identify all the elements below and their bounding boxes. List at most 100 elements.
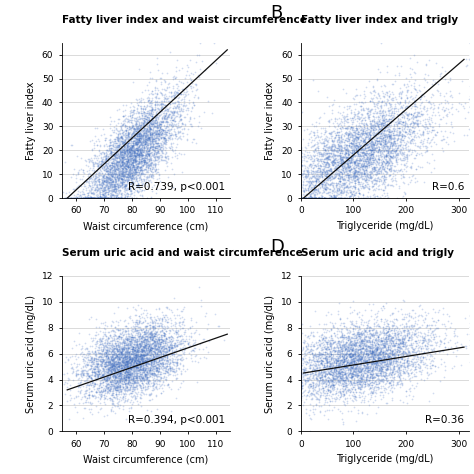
Point	[390, 363, 398, 370]
Point	[393, 357, 401, 365]
Point	[400, 173, 408, 181]
Point	[372, 109, 380, 117]
Point	[137, 304, 145, 312]
Point	[111, 154, 118, 161]
Point	[163, 322, 171, 330]
Point	[359, 129, 367, 137]
Point	[95, 370, 103, 377]
Point	[106, 184, 114, 191]
Point	[143, 335, 151, 343]
Point	[364, 328, 371, 336]
Point	[147, 128, 155, 136]
Point	[402, 388, 410, 395]
Point	[344, 190, 352, 197]
Point	[331, 364, 338, 372]
Point	[118, 148, 126, 156]
Point	[323, 154, 331, 162]
Point	[414, 58, 421, 66]
Point	[350, 392, 358, 400]
Point	[167, 338, 175, 346]
Point	[110, 181, 118, 189]
Point	[146, 351, 154, 358]
Point	[379, 144, 387, 151]
Point	[137, 337, 145, 345]
Point	[353, 134, 360, 141]
Point	[387, 128, 394, 136]
Point	[327, 340, 334, 347]
Point	[385, 332, 392, 339]
Point	[139, 359, 146, 367]
Point	[58, 370, 65, 377]
Point	[369, 138, 376, 146]
Point	[323, 127, 330, 135]
Point	[373, 94, 381, 102]
Point	[301, 184, 309, 192]
Point	[130, 356, 137, 364]
Point	[337, 369, 345, 376]
Point	[110, 163, 118, 170]
Point	[341, 163, 349, 171]
Point	[159, 351, 167, 359]
Point	[145, 338, 153, 346]
Point	[108, 169, 116, 176]
Point	[149, 342, 156, 350]
Point	[143, 126, 150, 134]
Point	[409, 173, 416, 180]
Point	[450, 329, 458, 337]
Point	[167, 112, 175, 120]
Point	[362, 350, 369, 357]
Point	[297, 378, 305, 385]
Point	[92, 355, 100, 363]
Point	[398, 123, 406, 131]
Point	[374, 146, 382, 154]
Point	[111, 367, 119, 375]
Point	[369, 156, 377, 164]
Point	[86, 349, 93, 357]
Point	[124, 139, 132, 146]
Point	[106, 189, 113, 196]
Point	[296, 388, 303, 395]
Point	[113, 360, 121, 367]
Point	[128, 151, 136, 159]
Point	[152, 337, 159, 345]
Point	[149, 326, 156, 334]
Text: Fatty liver index and trigly: Fatty liver index and trigly	[301, 15, 458, 25]
Point	[322, 365, 330, 372]
Point	[109, 160, 117, 167]
Point	[371, 356, 379, 364]
Point	[341, 364, 348, 371]
Point	[396, 354, 403, 361]
Point	[298, 182, 305, 190]
Point	[134, 344, 141, 352]
Point	[375, 146, 383, 153]
Point	[173, 358, 181, 366]
Point	[297, 359, 305, 367]
Point	[113, 143, 121, 151]
Point	[432, 119, 439, 127]
Point	[392, 167, 399, 174]
Point	[140, 156, 148, 164]
Point	[413, 118, 420, 125]
Point	[391, 153, 399, 160]
Point	[368, 144, 375, 152]
Point	[304, 389, 311, 396]
Point	[448, 100, 456, 108]
Point	[336, 149, 344, 157]
Point	[109, 356, 117, 364]
Point	[158, 345, 166, 352]
Point	[123, 175, 130, 183]
Point	[114, 187, 121, 194]
Point	[138, 112, 146, 120]
Point	[304, 168, 311, 175]
Point	[118, 342, 125, 349]
Point	[135, 335, 143, 342]
Point	[149, 143, 156, 151]
Point	[335, 177, 343, 184]
Point	[114, 383, 122, 391]
Point	[376, 115, 384, 122]
Point	[347, 338, 355, 346]
Point	[329, 381, 337, 389]
Point	[357, 106, 365, 114]
Point	[137, 165, 145, 173]
Point	[430, 91, 438, 99]
